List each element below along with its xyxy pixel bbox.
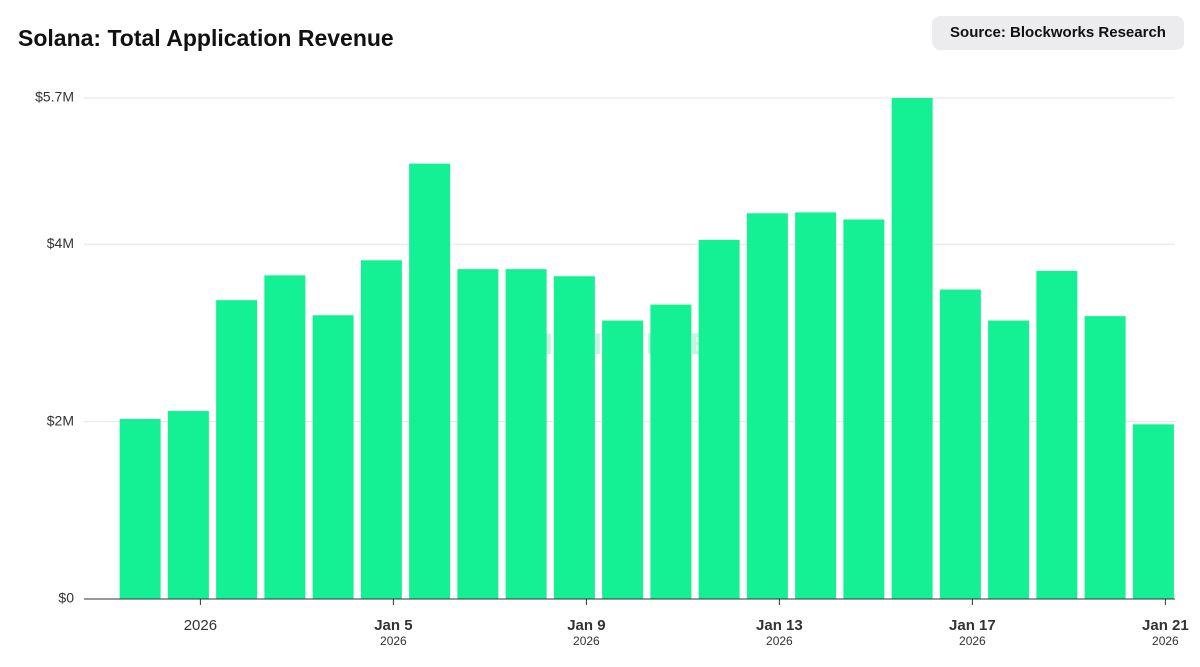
bar — [553, 276, 595, 599]
x-tick-sublabel: 2026 — [380, 634, 407, 648]
bar — [216, 300, 258, 599]
bar — [312, 315, 354, 599]
y-tick-label: $5.7M — [35, 89, 74, 105]
bar — [698, 239, 740, 599]
bar — [650, 304, 692, 599]
bar — [988, 320, 1030, 599]
bar — [1084, 316, 1126, 599]
bar — [167, 411, 209, 599]
x-tick-sublabel: 2026 — [959, 634, 986, 648]
y-tick-label: $0 — [58, 590, 74, 606]
bar — [505, 269, 547, 599]
bar — [119, 418, 161, 599]
bar — [746, 213, 788, 599]
bar — [409, 163, 451, 599]
bar — [1036, 270, 1078, 599]
chart-title: Solana: Total Application Revenue — [18, 25, 394, 51]
bar — [939, 289, 981, 599]
bar — [1132, 424, 1174, 599]
bar — [457, 269, 499, 599]
bar — [891, 98, 933, 599]
x-tick-label: Jan 17 — [949, 617, 996, 634]
bar — [360, 260, 402, 599]
x-tick-label: Jan 5 — [374, 617, 412, 634]
x-tick-sublabel: 2026 — [1152, 634, 1179, 648]
bar — [795, 212, 837, 599]
x-tick-label: Jan 9 — [567, 617, 605, 634]
source-label[interactable]: Source: Blockworks Research — [950, 24, 1166, 41]
x-tick-label: Jan 21 — [1142, 617, 1189, 634]
bar — [264, 275, 306, 599]
y-tick-label: $4M — [47, 235, 74, 251]
y-tick-label: $2M — [47, 412, 74, 428]
x-tick-sublabel: 2026 — [573, 634, 600, 648]
bar — [602, 320, 644, 599]
source-button[interactable] — [932, 16, 1184, 50]
x-tick-label: 2026 — [184, 617, 217, 634]
x-tick-sublabel: 2026 — [766, 634, 793, 648]
bar — [843, 219, 885, 599]
x-tick-label: Jan 13 — [756, 617, 803, 634]
